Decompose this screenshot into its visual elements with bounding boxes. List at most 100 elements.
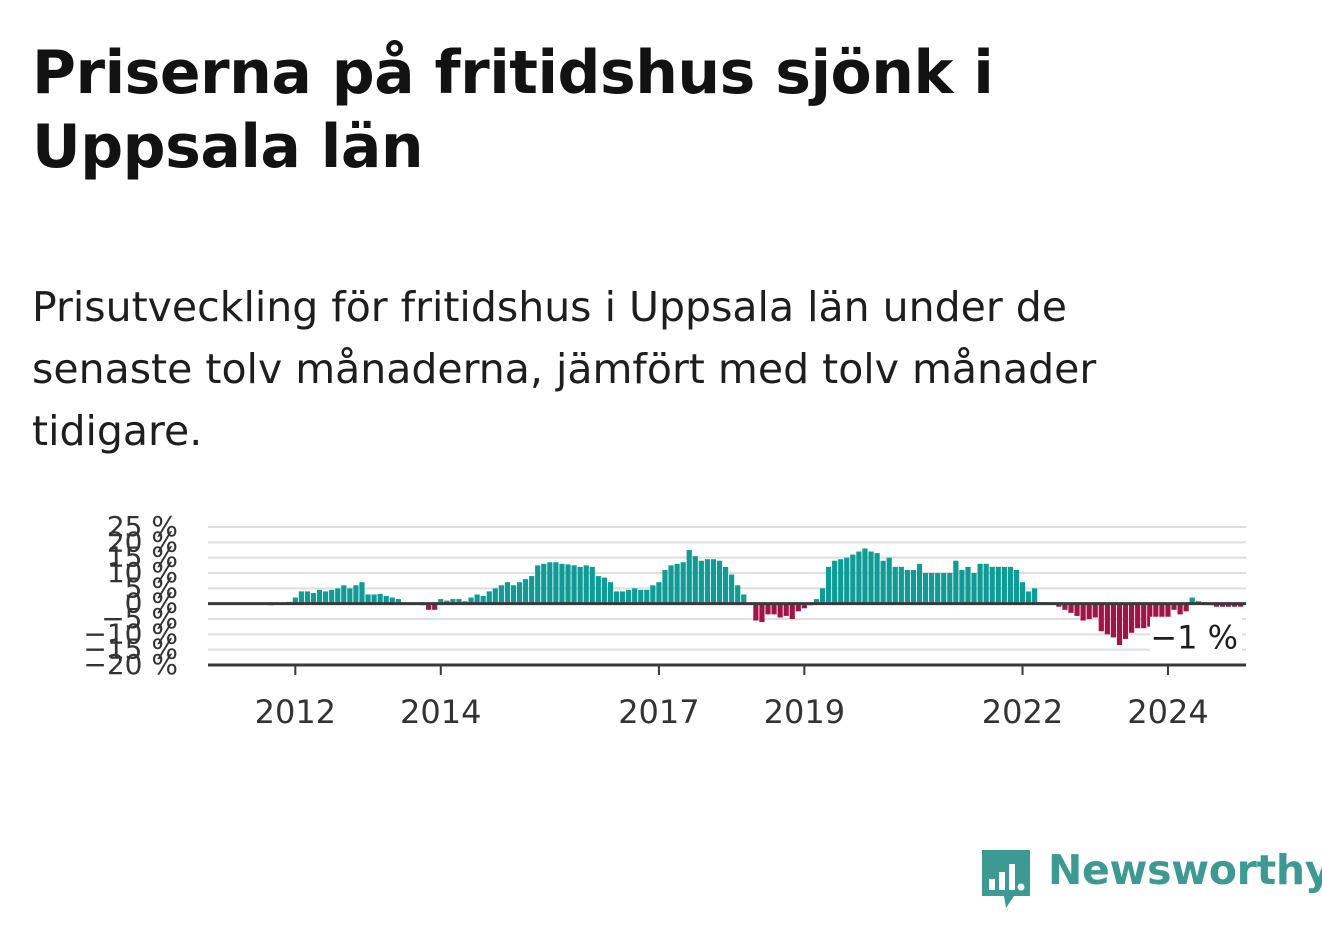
y-tick-label: 5 % (125, 571, 178, 604)
bar (535, 565, 541, 604)
bar (601, 577, 607, 604)
bar (559, 563, 565, 604)
bar (347, 588, 353, 604)
bar (1177, 603, 1183, 615)
bar (589, 566, 595, 604)
bar (395, 599, 401, 604)
bar (813, 599, 820, 604)
bar (632, 588, 638, 604)
bar (565, 564, 571, 604)
newsworthy-bar-chart-icon (982, 850, 1030, 908)
bar (1141, 603, 1147, 629)
bar (989, 566, 995, 604)
bar (995, 566, 1001, 604)
bar (795, 603, 801, 612)
x-tick-label: 2017 (618, 693, 699, 731)
bar (389, 597, 395, 604)
bar (741, 594, 747, 604)
x-tick-label: 2014 (400, 693, 481, 731)
bar (832, 560, 838, 604)
bar (1104, 603, 1110, 635)
bars (268, 548, 1244, 646)
bar (650, 585, 656, 604)
bar (680, 562, 686, 604)
bar (1225, 603, 1232, 607)
bar (626, 589, 632, 604)
bar (298, 591, 304, 604)
y-tick-label: −15 % (83, 633, 178, 666)
y-tick-label: −5 % (101, 602, 178, 635)
bar (432, 603, 438, 610)
last-value-label-background (1150, 616, 1242, 657)
bar (668, 565, 674, 604)
bar (516, 582, 523, 604)
bar (486, 591, 492, 604)
bar (844, 557, 850, 604)
bar (862, 548, 868, 604)
bar (595, 576, 601, 604)
bar (1129, 603, 1135, 633)
bar (456, 599, 462, 604)
bar (880, 560, 886, 604)
bar (468, 597, 474, 604)
bar (1001, 566, 1007, 604)
bar (341, 585, 347, 604)
bar (1135, 603, 1141, 629)
bar (789, 603, 795, 619)
bar (450, 599, 456, 604)
bar (644, 589, 650, 604)
bar (910, 569, 917, 604)
bar (1171, 603, 1177, 610)
bar (1116, 603, 1123, 646)
bar (353, 585, 359, 604)
y-tick-label: −20 % (83, 648, 178, 681)
bar (377, 593, 383, 604)
bar (1213, 603, 1220, 607)
bar (371, 594, 377, 604)
bar (674, 563, 680, 604)
bar (904, 569, 910, 604)
bar (1165, 603, 1171, 624)
bar (1007, 566, 1013, 604)
bar (826, 566, 832, 604)
bar (547, 562, 553, 604)
bar (686, 550, 692, 604)
bar (868, 551, 874, 604)
bar (922, 573, 929, 604)
bar (977, 563, 983, 604)
bar (771, 603, 777, 615)
x-axis-ticks: 2012 2014 2017 2019 2022 2024 (255, 665, 1209, 731)
bar (613, 591, 620, 604)
bar (510, 585, 517, 604)
bar (916, 563, 923, 604)
bar (838, 559, 844, 604)
bar (480, 596, 486, 604)
bar (1189, 597, 1195, 604)
bar (316, 589, 323, 604)
bar (1238, 603, 1244, 607)
bar (1098, 603, 1104, 632)
bar (1086, 603, 1092, 619)
bar (335, 588, 341, 604)
bar (874, 553, 880, 604)
bar (777, 603, 783, 618)
bar (722, 566, 729, 604)
bar (819, 588, 826, 604)
bar (662, 569, 668, 604)
y-tick-label: 15 % (107, 541, 178, 574)
bar (577, 566, 583, 604)
x-tick-label: 2024 (1127, 693, 1208, 731)
bar (310, 592, 317, 604)
bar (698, 560, 704, 604)
bar (856, 551, 862, 604)
bar (1153, 603, 1159, 624)
bar (619, 591, 626, 604)
bar (426, 603, 432, 610)
bar (541, 563, 547, 604)
bar (965, 566, 971, 604)
bar (638, 589, 644, 604)
bar (935, 573, 941, 604)
bar (1068, 603, 1074, 613)
bar (1183, 603, 1189, 612)
bar (801, 603, 807, 609)
